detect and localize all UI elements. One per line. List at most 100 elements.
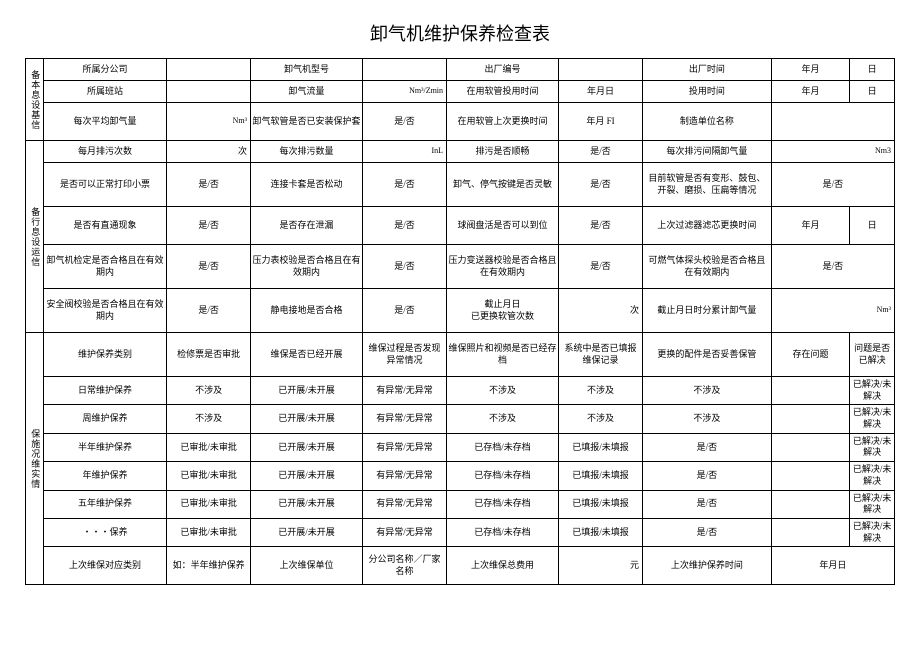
cell: 日 (850, 59, 895, 81)
cell (771, 462, 849, 490)
cell: 是否有直通现象 (43, 207, 166, 245)
cell: 卸气机检定是否合格且在有效期内 (43, 245, 166, 289)
cell: 年月 FI (559, 103, 643, 141)
cell: 是否可以正常打印小票 (43, 163, 166, 207)
cell: 卸气软管是否已安装保护套 (251, 103, 363, 141)
cell: 可燃气体探头校验是否合格且在有效期内 (643, 245, 772, 289)
cell: Nm³ (167, 103, 251, 141)
cell (559, 59, 643, 81)
cell: 已开展/未开展 (251, 433, 363, 461)
cell (167, 59, 251, 81)
cell: 维保照片和视频是否已经存档 (447, 333, 559, 377)
cell: 上次维保总费用 (447, 547, 559, 585)
cell: Nm³ (771, 289, 894, 333)
cell: 卸气机型号 (251, 59, 363, 81)
cell: 已解决/未解决 (850, 433, 895, 461)
cell: 已填报/未填报 (559, 462, 643, 490)
section-maintenance-label: 保施况维实情 (26, 333, 44, 585)
cell: 有异常/无异常 (363, 490, 447, 518)
cell: 是否存在泄漏 (251, 207, 363, 245)
cell: 所属分公司 (43, 59, 166, 81)
cell: 是/否 (363, 163, 447, 207)
cell: Nm³/Zmin (363, 81, 447, 103)
cell: 静电接地是否合格 (251, 289, 363, 333)
cell: 每次排污间隔卸气量 (643, 141, 772, 163)
cell: 上次过滤器滤芯更换时间 (643, 207, 772, 245)
cell: 年月日 (559, 81, 643, 103)
section-basic-label: 备本息设基信 (26, 59, 44, 141)
cell: 问题是否已解决 (850, 333, 895, 377)
cell: Nm3 (771, 141, 894, 163)
cell: 卸气流量 (251, 81, 363, 103)
cell: 压力表校验是否合格且在有效期内 (251, 245, 363, 289)
cell: 已存档/未存档 (447, 433, 559, 461)
cell: 出厂编号 (447, 59, 559, 81)
cell: 系统中是否已填报维保记录 (559, 333, 643, 377)
cell: 球阀盘活是否可以到位 (447, 207, 559, 245)
cell: 压力变送器校验是否合格且在有效期内 (447, 245, 559, 289)
cell (771, 433, 849, 461)
cell: 有异常/无异常 (363, 377, 447, 405)
table-row: 日常维护保养 不涉及 已开展/未开展 有异常/无异常 不涉及 不涉及 不涉及 已… (26, 377, 895, 405)
cell: 已解决/未解决 (850, 462, 895, 490)
cell: 日 (850, 207, 895, 245)
cell: 是/否 (363, 207, 447, 245)
cell: 卸气、停气按键是否灵敏 (447, 163, 559, 207)
cell: 不涉及 (167, 377, 251, 405)
cell: 如：半年维护保养 (167, 547, 251, 585)
table-row: 周维护保养 不涉及 已开展/未开展 有异常/无异常 不涉及 不涉及 不涉及 已解… (26, 405, 895, 433)
cell: 是/否 (363, 103, 447, 141)
cell: 已开展/未开展 (251, 462, 363, 490)
cell: 是/否 (167, 289, 251, 333)
cell (167, 81, 251, 103)
cell: 不涉及 (643, 405, 772, 433)
cell: 已开展/未开展 (251, 518, 363, 546)
cell: 已开展/未开展 (251, 377, 363, 405)
cell: 上次维保单位 (251, 547, 363, 585)
inspection-table: 备本息设基信 所属分公司 卸气机型号 出厂编号 出厂时间 年月 日 所属班站 卸… (25, 58, 895, 585)
cell: 有异常/无异常 (363, 405, 447, 433)
cell: 连接卡套是否松动 (251, 163, 363, 207)
cell: 是/否 (559, 245, 643, 289)
cell: 不涉及 (447, 377, 559, 405)
cell: 已开展/未开展 (251, 405, 363, 433)
cell: 是/否 (643, 462, 772, 490)
table-row: 年维护保养 已审批/未审批 已开展/未开展 有异常/无异常 已存档/未存档 已填… (26, 462, 895, 490)
cell: 周维护保养 (43, 405, 166, 433)
cell: 是/否 (559, 141, 643, 163)
cell (771, 518, 849, 546)
cell: 不涉及 (643, 377, 772, 405)
cell: 分公司名称／厂家名称 (363, 547, 447, 585)
cell: 五年维护保养 (43, 490, 166, 518)
cell: 不涉及 (447, 405, 559, 433)
cell: 已填报/未填报 (559, 518, 643, 546)
cell: 已审批/未审批 (167, 433, 251, 461)
cell: 是/否 (771, 163, 894, 207)
cell: 是/否 (167, 163, 251, 207)
cell: 年月日 (771, 547, 894, 585)
cell: 安全阀校验是否合格且在有效期内 (43, 289, 166, 333)
cell: 已审批/未审批 (167, 490, 251, 518)
cell: 已解决/未解决 (850, 377, 895, 405)
page-title: 卸气机维护保养检查表 (25, 20, 895, 46)
cell: 所属班站 (43, 81, 166, 103)
cell: 每月排污次数 (43, 141, 166, 163)
cell: 存在问题 (771, 333, 849, 377)
cell: 已解决/未解决 (850, 490, 895, 518)
cell: 在用软管上次更换时间 (447, 103, 559, 141)
cell: 是/否 (559, 163, 643, 207)
cell: ・・・保养 (43, 518, 166, 546)
cell: 是/否 (643, 490, 772, 518)
cell: 排污是否顺畅 (447, 141, 559, 163)
cell: 已解决/未解决 (850, 518, 895, 546)
cell: 是/否 (363, 245, 447, 289)
cell: 每次平均卸气量 (43, 103, 166, 141)
cell: 已解决/未解决 (850, 405, 895, 433)
cell: 有异常/无异常 (363, 433, 447, 461)
cell (771, 103, 894, 141)
cell: 维保是否已经开展 (251, 333, 363, 377)
cell: 检修票是否审批 (167, 333, 251, 377)
cell: 投用时间 (643, 81, 772, 103)
cell: 日 (850, 81, 895, 103)
table-row: 五年维护保养 已审批/未审批 已开展/未开展 有异常/无异常 已存档/未存档 已… (26, 490, 895, 518)
